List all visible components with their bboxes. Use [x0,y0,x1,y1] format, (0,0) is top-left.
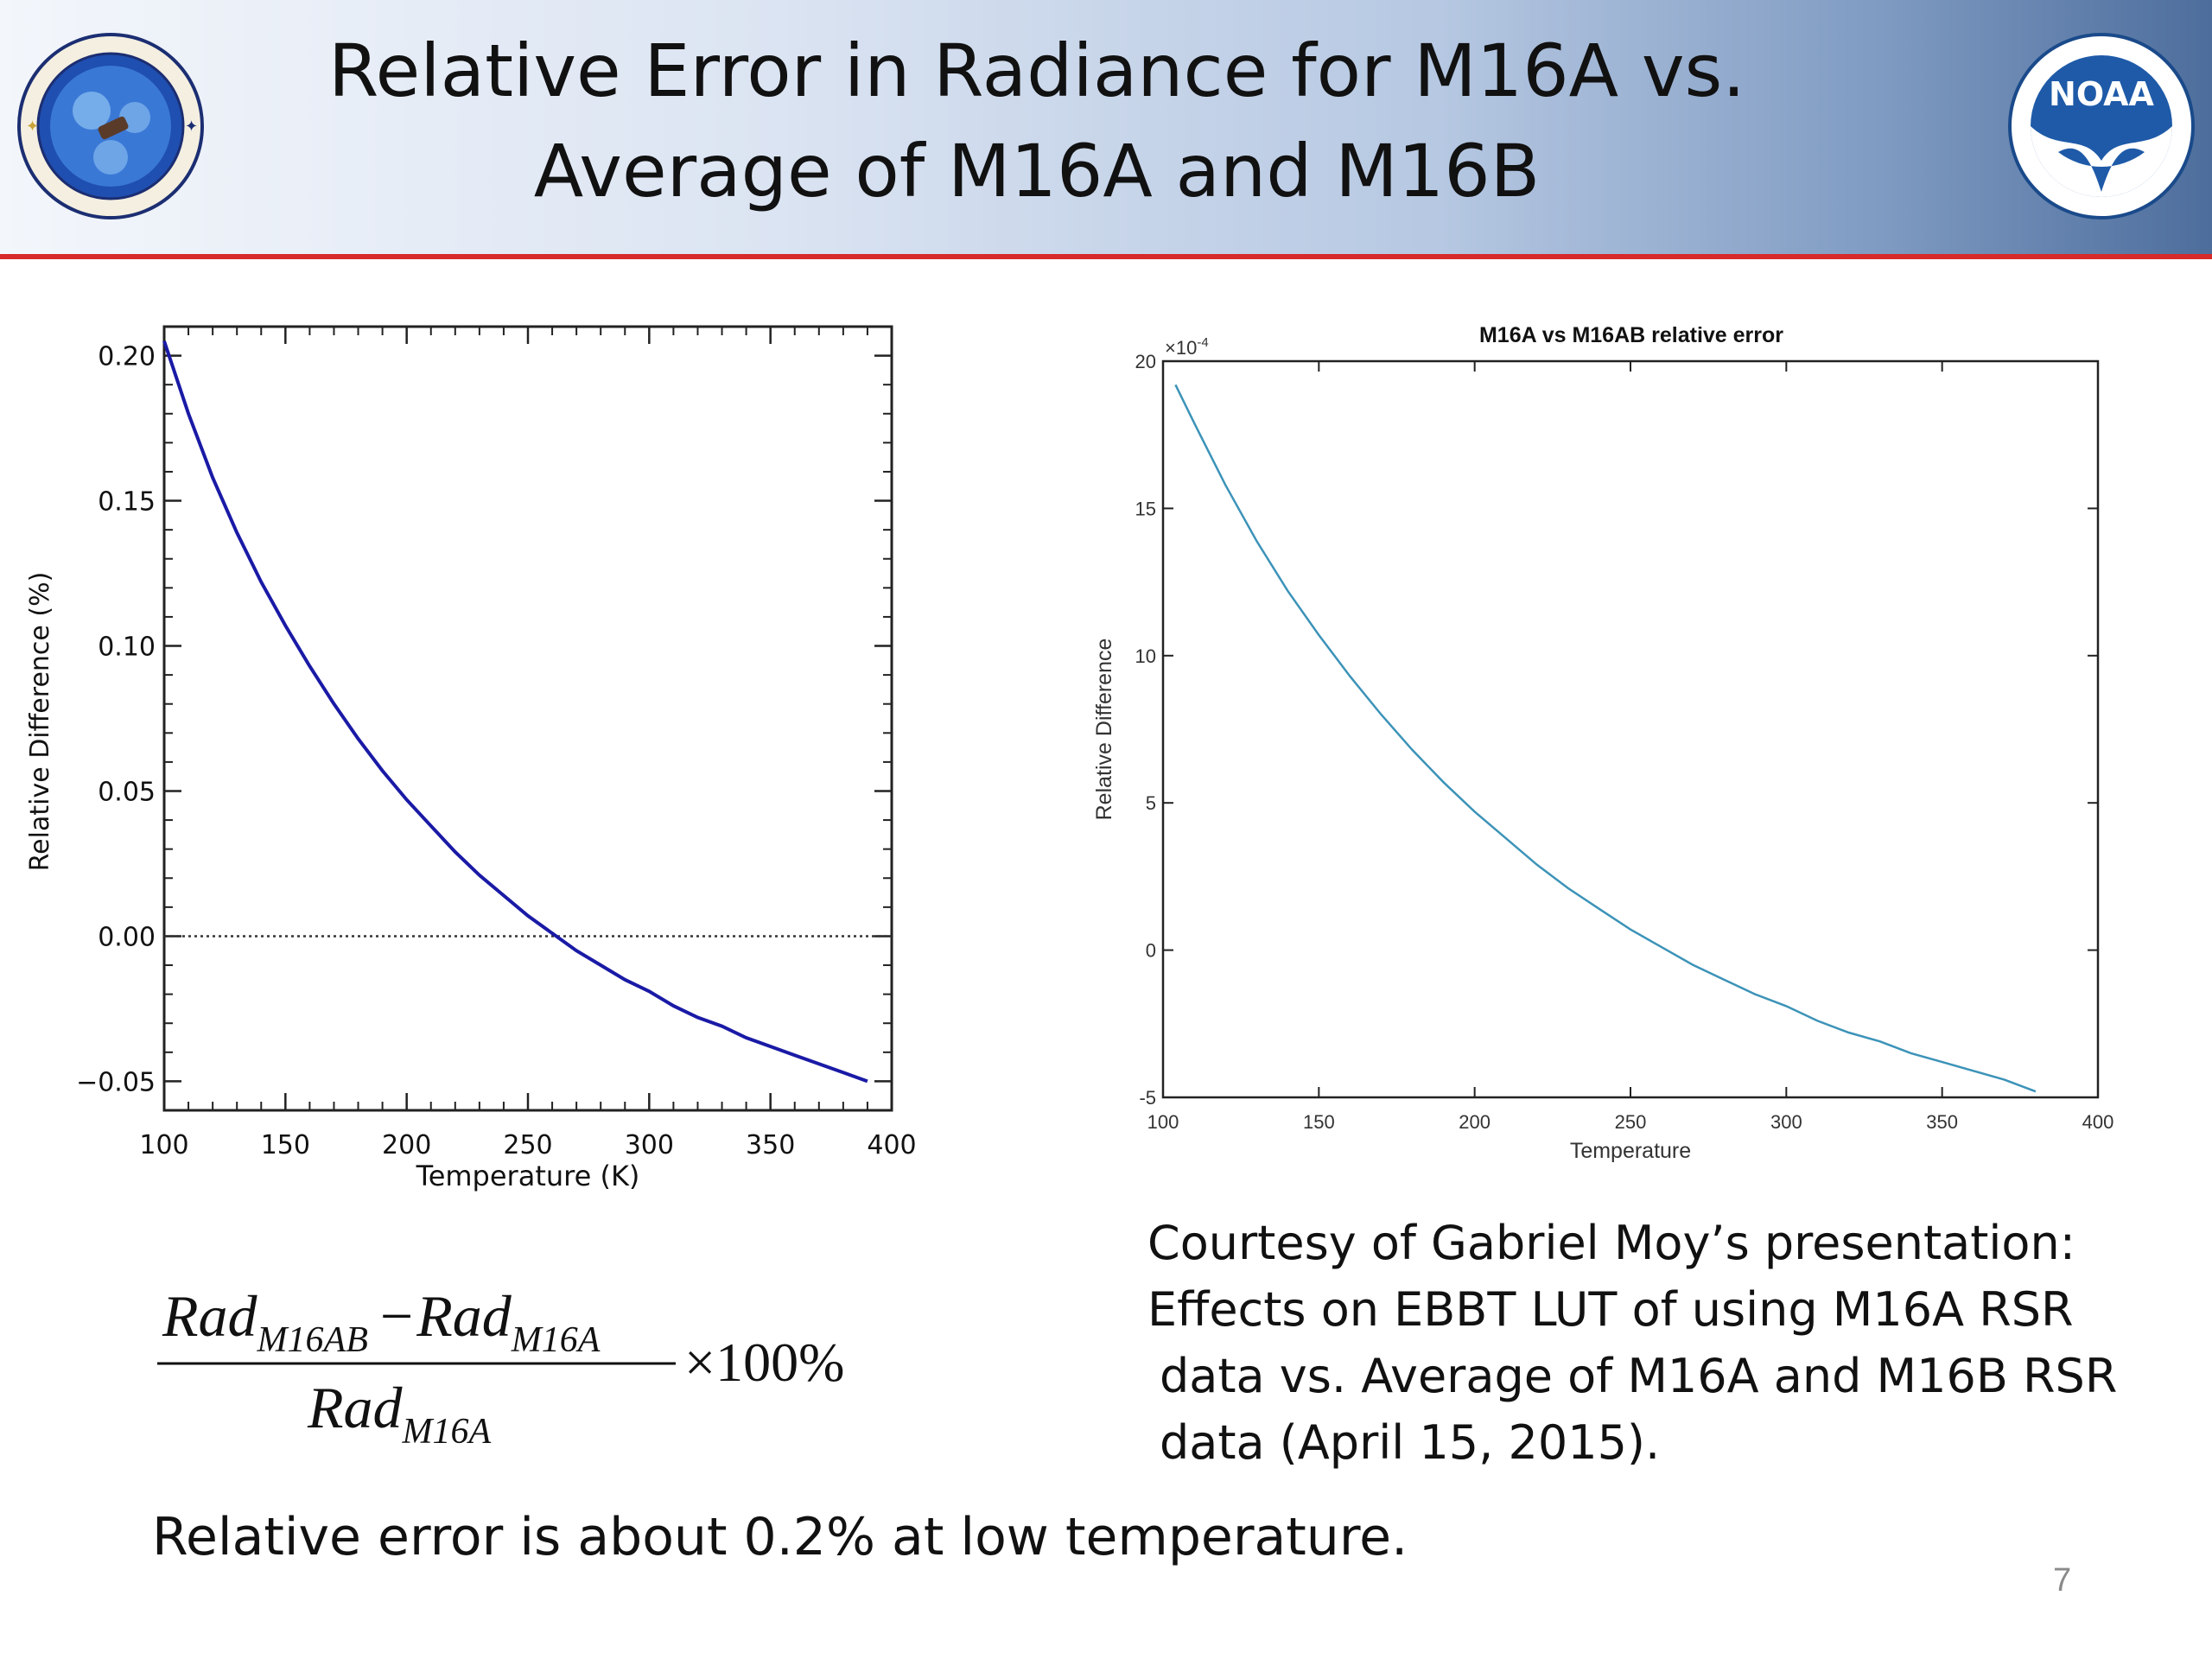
chart-right-y-tick-label: -5 [1139,1087,1156,1109]
chart-right-x-tick-label: 300 [1770,1111,1802,1133]
chart-right-y-tick-label: 15 [1135,498,1156,519]
chart-right-x-axis-label: Temperature [1570,1139,1691,1163]
chart-left-x-tick-label: 350 [746,1130,795,1160]
noaa-nesdis-star-seal-icon: ✦ ✦ [17,33,204,219]
chart-right-plot-frame [1161,359,2100,1099]
chart-right-x-tick-label: 400 [2082,1111,2114,1133]
formula-numerator-sub2: M16A [511,1320,601,1360]
noaa-logo-text: NOAA [2049,75,2154,113]
formula-numerator-term1: Rad [162,1283,258,1349]
chart-left-y-tick-label: 0.10 [98,632,156,663]
courtesy-line: data vs. Average of M16A and M16B RSR [1160,1349,2118,1403]
slide-header [0,0,2212,254]
chart-right-title: M16A vs M16AB relative error [1479,323,1783,347]
chart-left-x-tick-label: 100 [139,1130,188,1160]
chart-right-x-tick-label: 250 [1615,1111,1647,1133]
chart-right-x-tick-label: 200 [1459,1111,1491,1133]
chart-left-y-tick-label: 0.00 [98,922,156,952]
page-number: 7 [2053,1562,2072,1599]
formula-numerator-term2: Rad [416,1283,512,1349]
chart-left-x-tick-label: 200 [382,1130,431,1160]
noaa-emblem-icon: NOAA [2008,33,2195,219]
chart-right-y-scale-label: ×10-4 [1165,335,1209,359]
chart-right-x-tick-label: 100 [1147,1111,1179,1133]
formula-multiplier: ×100% [684,1332,844,1393]
courtesy-line: data (April 15, 2015). [1160,1415,1661,1470]
chart-right-y-axis-label: Relative Difference [1092,639,1116,821]
chart-left-y-tick-label: 0.05 [98,777,156,807]
formula-denominator-sub: M16A [402,1412,492,1452]
courtesy-line: Courtesy of Gabriel Moy’s presentation: [1147,1216,2075,1270]
chart-left-y-tick-label: 0.15 [98,487,156,518]
slide-title-line: Relative Error in Radiance for M16A vs. [327,29,1745,113]
formula-minus: − [380,1283,413,1349]
chart-left-x-axis-label: Temperature (K) [416,1160,640,1192]
svg-text:✦: ✦ [185,118,198,136]
chart-right-series-line [1174,384,2037,1093]
chart-right-y-tick-label: 0 [1146,940,1156,962]
chart-right-x-tick-label: 150 [1303,1111,1335,1133]
chart-left-y-axis-label: Relative Difference (%) [25,572,55,872]
slide-title-line: Average of M16A and M16B [533,129,1541,213]
chart-right-y-tick-label: 10 [1135,645,1156,667]
svg-text:RadM16A: RadM16A [307,1375,492,1452]
relative-error-formula: RadM16AB −RadM16A RadM16A ×100% [157,1283,844,1452]
svg-text:✦: ✦ [26,118,39,136]
svg-text:RadM16AB−RadM16A: RadM16AB −RadM16A [162,1283,601,1360]
slide-title: Relative Error in Radiance for M16A vs. … [259,21,1815,221]
courtesy-line: Effects on EBBT LUT of using M16A RSR [1147,1282,2074,1337]
chart-left-plot-frame [162,325,893,1112]
chart-left-x-tick-label: 400 [867,1130,916,1160]
chart-right-x-tick-label: 350 [1926,1111,1958,1133]
chart-left-y-tick-label: 0.20 [98,342,156,372]
chart-left-x-tick-label: 300 [625,1130,674,1160]
chart-left-relative-difference: −0.05 0.00 0.05 0.10 0.15 0.20 100 150 200 250 30… [25,325,917,1192]
chart-left-x-tick-label: 250 [503,1130,552,1160]
chart-left-series-line [162,340,868,1084]
chart-left-x-tick-label: 150 [261,1130,310,1160]
header-accent-rule [0,254,2212,259]
summary-text: Relative error is about 0.2% at low temp… [152,1507,1408,1567]
chart-right-y-tick-label: 20 [1135,351,1156,372]
chart-left-y-tick-label: −0.05 [76,1067,156,1097]
formula-denominator-term: Rad [307,1375,404,1440]
courtesy-note: Courtesy of Gabriel Moy’s presentation: … [1147,1210,2184,1476]
formula-numerator-sub1: M16AB [257,1320,368,1360]
chart-right-y-tick-label: 5 [1146,792,1156,814]
chart-right-relative-error: M16A vs M16AB relative error ×10-4 -5 0 5 1… [1092,323,2114,1163]
